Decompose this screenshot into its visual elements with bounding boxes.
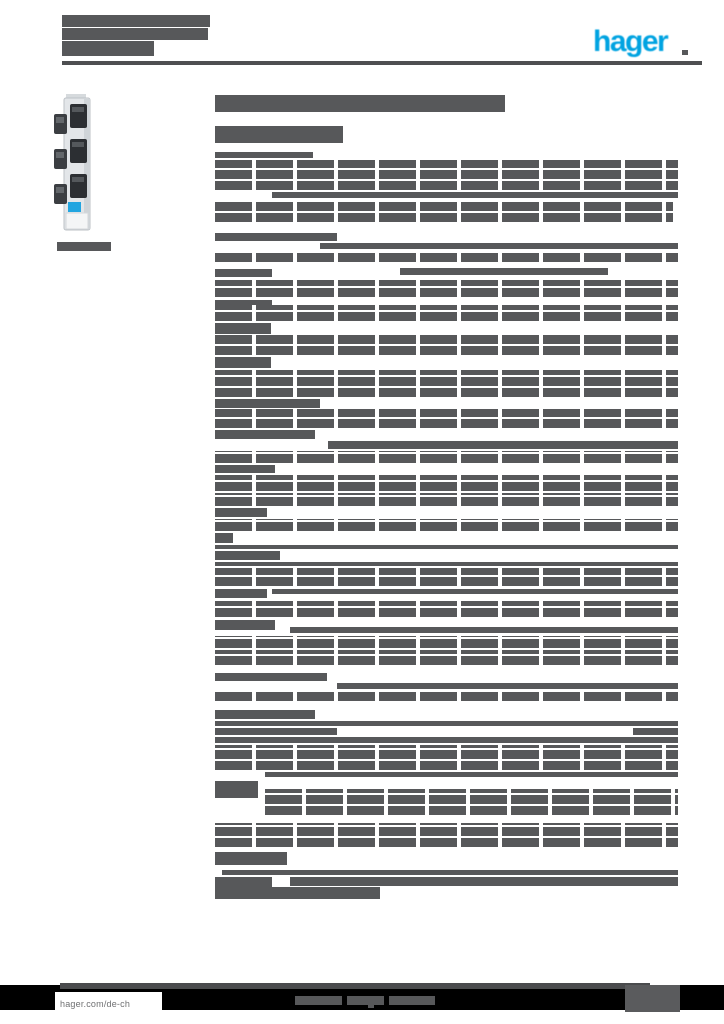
redacted-text-bar: [215, 852, 287, 865]
redacted-text-bar: [215, 710, 315, 719]
redacted-text-bar: [215, 465, 275, 473]
website-url[interactable]: hager.com/de-ch: [60, 998, 131, 1009]
redacted-text-bar: [389, 996, 435, 1005]
website-link-box[interactable]: hager.com/de-ch: [55, 992, 162, 1015]
redacted-text-bar: [215, 601, 678, 617]
footer-page-badge: [625, 985, 680, 1012]
redacted-text-bar: [215, 728, 337, 735]
logo-registered-mark: [682, 50, 688, 55]
redacted-text-bar: [62, 15, 210, 27]
redacted-text-bar: [295, 996, 342, 1005]
redacted-text-bar: [215, 568, 678, 586]
clamp-screw: [56, 117, 64, 123]
redacted-text-bar: [215, 692, 678, 701]
redacted-text-bar: [290, 877, 678, 886]
redacted-text-bar: [215, 357, 271, 368]
redacted-text-bar: [215, 305, 678, 321]
redacted-text-bar: [215, 335, 678, 355]
redacted-text-bar: [215, 781, 258, 798]
terminal-knob-highlight: [72, 107, 84, 112]
redacted-text-bar: [337, 683, 678, 689]
redacted-text-bar: [347, 996, 384, 1005]
redacted-text-bar: [215, 823, 678, 847]
redacted-text-bar: [215, 745, 678, 770]
redacted-text-bar: [215, 877, 272, 887]
clamp-screw: [56, 152, 64, 158]
brand-logo: hager: [593, 25, 669, 58]
redacted-text-bar: [265, 772, 678, 777]
redacted-text-bar: [290, 627, 678, 633]
redacted-text-bar: [215, 533, 233, 543]
redacted-text-bar: [215, 323, 271, 334]
redacted-text-bar: [400, 268, 608, 275]
redacted-text-bar: [215, 370, 678, 397]
redacted-text-bar: [62, 28, 208, 40]
redacted-text-bar: [215, 126, 343, 143]
redacted-text-bar: [328, 441, 678, 449]
redacted-text-bar: [215, 269, 272, 277]
redacted-text-bar: [215, 399, 320, 408]
product-image: [54, 94, 91, 231]
redacted-text-bar: [215, 519, 678, 531]
redacted-text-bar: [215, 201, 673, 222]
redacted-text-bar: [215, 887, 380, 899]
redacted-text-bar: [215, 562, 678, 566]
redacted-text-bar: [215, 721, 678, 726]
redacted-text-bar: [57, 242, 111, 251]
redacted-text-bar: [215, 551, 280, 560]
redacted-text-bar: [215, 737, 678, 743]
redacted-text-bar: [215, 300, 272, 309]
product-base: [65, 212, 89, 230]
redacted-text-bar: [368, 1004, 374, 1008]
redacted-text-bar: [215, 280, 678, 297]
redacted-text-bar: [265, 789, 678, 815]
redacted-text-bar: [215, 451, 678, 463]
redacted-text-bar: [215, 430, 315, 439]
redacted-text-bar: [272, 589, 678, 594]
redacted-text-bar: [215, 475, 678, 491]
redacted-text-bar: [215, 152, 313, 158]
redacted-text-bar: [272, 192, 678, 198]
redacted-text-bar: [215, 673, 327, 681]
redacted-text-bar: [215, 233, 337, 241]
redacted-text-bar: [215, 160, 678, 190]
redacted-text-bar: [320, 243, 678, 249]
redacted-text-bar: [222, 870, 678, 875]
redacted-text-bar: [215, 95, 505, 112]
product-body-shade: [84, 99, 90, 229]
terminal-knob-highlight: [72, 177, 84, 182]
redacted-text-bar: [215, 252, 678, 262]
redacted-text-bar: [215, 409, 678, 428]
redacted-text-bar: [215, 650, 678, 665]
redacted-text-bar: [215, 545, 678, 549]
redacted-text-bar: [215, 508, 267, 517]
redacted-text-bar: [62, 41, 154, 56]
redacted-text-bar: [215, 589, 267, 598]
redacted-text-bar: [215, 636, 678, 648]
redacted-text-bar: [633, 728, 678, 735]
terminal-knob-highlight: [72, 142, 84, 147]
clamp-screw: [56, 187, 64, 193]
header-rule: [62, 61, 702, 65]
blue-product-label: [68, 202, 81, 212]
redacted-text-bar: [215, 493, 678, 506]
footer-rule: [60, 983, 650, 989]
redacted-text-bar: [215, 620, 275, 630]
